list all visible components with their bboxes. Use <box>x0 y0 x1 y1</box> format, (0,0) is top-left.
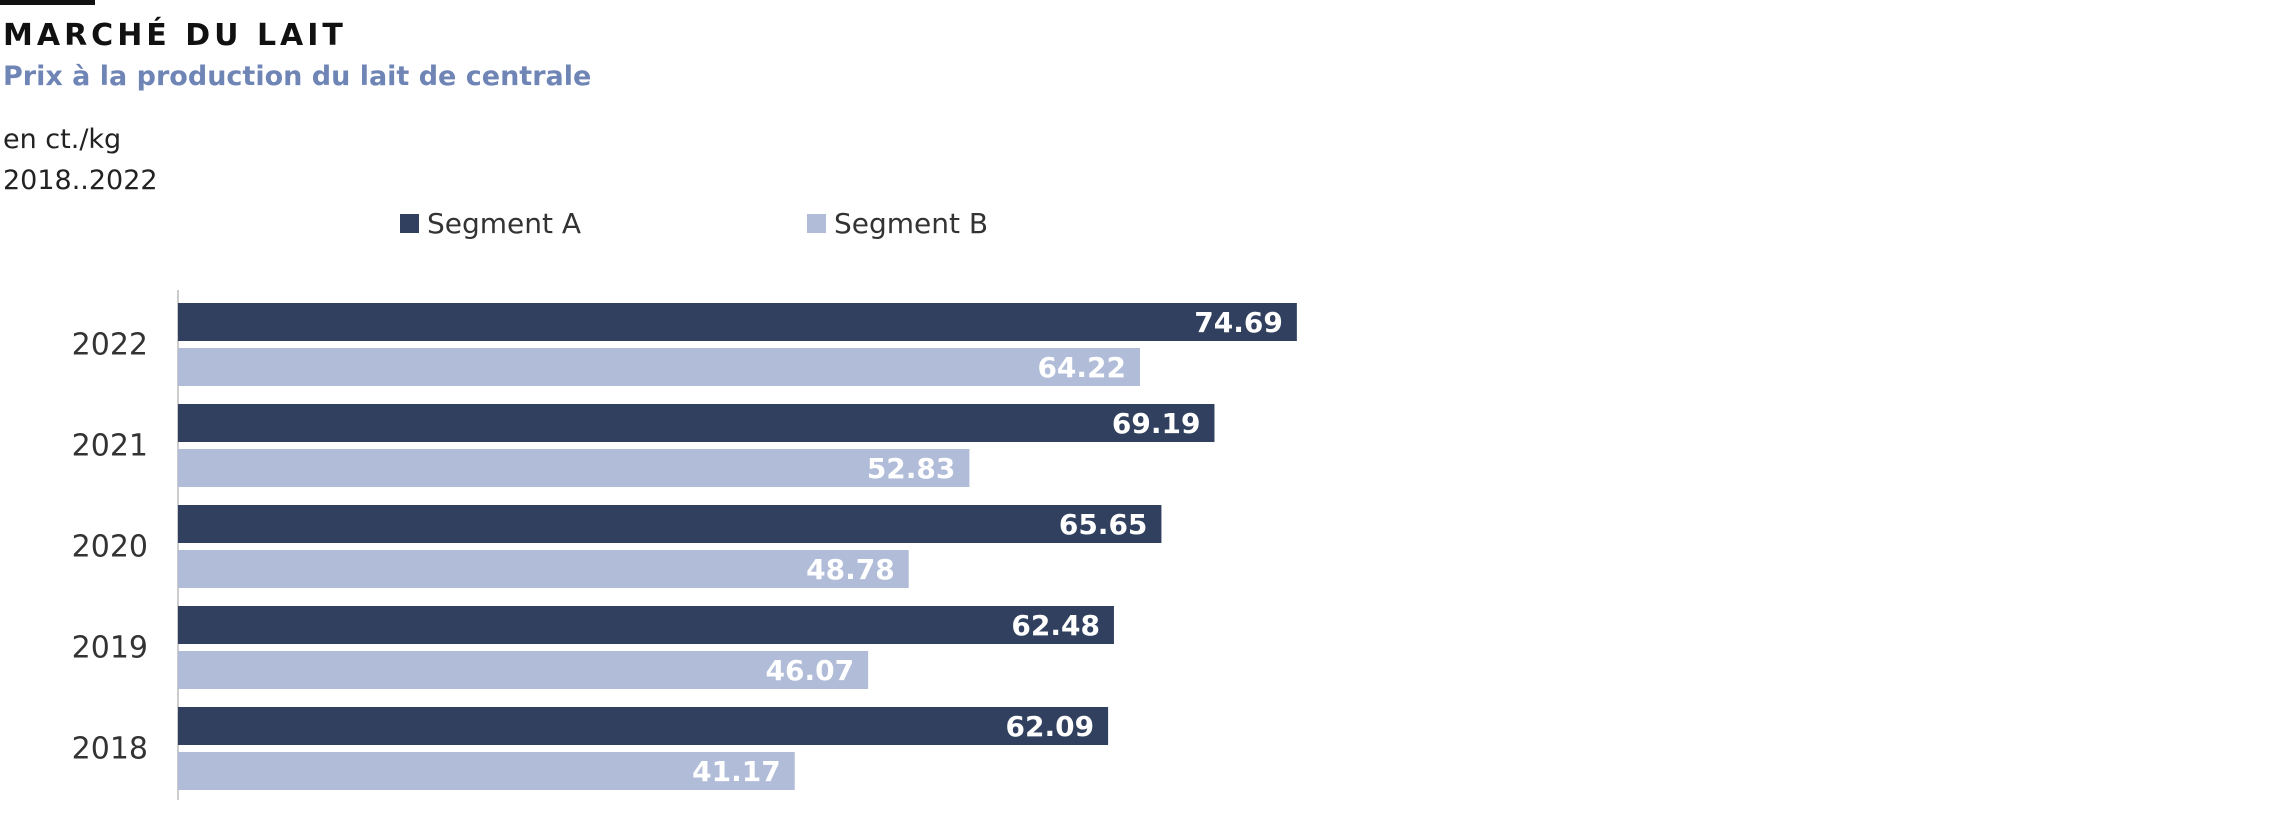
category-label-2018: 2018 <box>72 732 148 767</box>
bar-segment-b-2020 <box>178 550 909 588</box>
data-label-segment-a-2022: 74.69 <box>1194 306 1283 339</box>
data-label-segment-a-2020: 65.65 <box>1059 508 1148 541</box>
legend-item-segment-b: Segment B <box>807 207 988 240</box>
title-accent-bar <box>0 0 95 5</box>
category-label-2021: 2021 <box>72 429 148 464</box>
category-label-2020: 2020 <box>72 530 148 565</box>
bar-segment-a-2018 <box>178 707 1109 745</box>
bar-segment-a-2021 <box>178 404 1215 442</box>
data-label-segment-b-2020: 48.78 <box>806 553 895 586</box>
legend-label-segment-b: Segment B <box>834 207 989 240</box>
period-label: 2018..2022 <box>3 165 158 196</box>
bar-segment-a-2022 <box>178 303 1297 341</box>
unit-label: en ct./kg <box>3 124 122 155</box>
data-label-segment-a-2018: 62.09 <box>1006 710 1095 743</box>
legend-swatch-segment-b <box>807 214 826 233</box>
data-label-segment-b-2019: 46.07 <box>766 654 855 687</box>
bar-segment-b-2022 <box>178 348 1141 386</box>
data-label-segment-a-2019: 62.48 <box>1011 609 1100 642</box>
chart-title: MARCHÉ DU LAIT <box>3 18 347 53</box>
bar-segment-a-2019 <box>178 606 1114 644</box>
data-label-segment-a-2021: 69.19 <box>1112 407 1201 440</box>
legend-label-segment-a: Segment A <box>427 207 582 240</box>
bar-segment-b-2021 <box>178 449 970 487</box>
chart-subtitle: Prix à la production du lait de centrale <box>3 61 592 92</box>
data-label-segment-b-2022: 64.22 <box>1037 351 1126 384</box>
bar-segment-b-2018 <box>178 752 795 790</box>
category-label-2019: 2019 <box>72 631 148 666</box>
data-label-segment-b-2021: 52.83 <box>867 452 956 485</box>
bar-segment-b-2019 <box>178 651 869 689</box>
legend-item-segment-a: Segment A <box>400 207 581 240</box>
legend-swatch-segment-a <box>400 214 419 233</box>
bar-segment-a-2020 <box>178 505 1162 543</box>
category-label-2022: 2022 <box>72 328 148 363</box>
data-label-segment-b-2018: 41.17 <box>692 755 781 788</box>
